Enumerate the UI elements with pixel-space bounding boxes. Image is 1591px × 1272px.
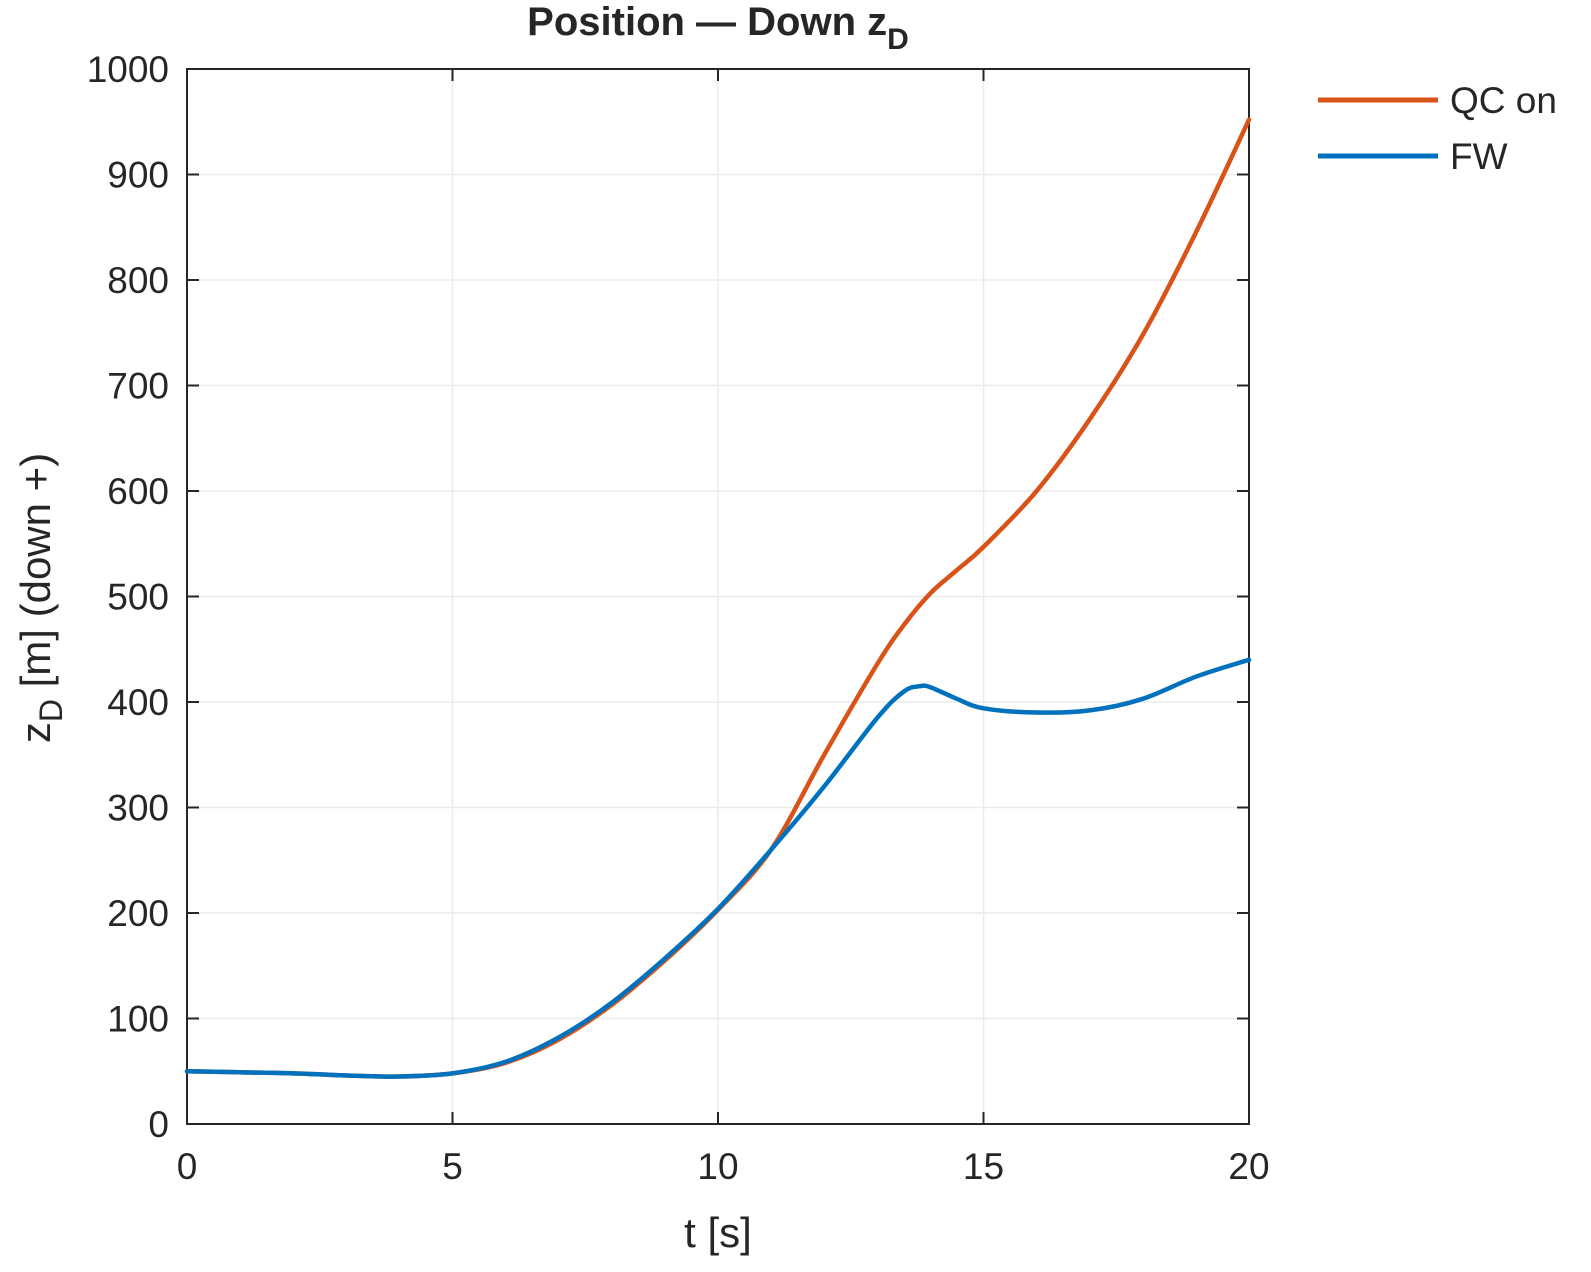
x-tick-label: 0 (177, 1146, 198, 1187)
y-tick-label: 400 (107, 682, 169, 723)
y-tick-label: 300 (107, 788, 169, 829)
grid (186, 68, 1250, 1125)
legend-label-qc-on: QC on (1450, 80, 1557, 121)
series-lines (184, 117, 1252, 1079)
y-tick-label: 500 (107, 577, 169, 618)
series-line-fw (184, 657, 1252, 1079)
legend-label-fw: FW (1450, 136, 1508, 177)
y-tick-label: 200 (107, 893, 169, 934)
y-tick-label: 0 (148, 1104, 169, 1145)
x-tick-label: 20 (1228, 1146, 1269, 1187)
y-tick-label: 600 (107, 471, 169, 512)
y-tick-label: 1000 (87, 49, 169, 90)
y-tick-label: 900 (107, 155, 169, 196)
y-tick-label: 700 (107, 366, 169, 407)
legend: QC on FW (1318, 80, 1557, 177)
y-axis-label: zD [m] (down +) (12, 453, 69, 743)
x-axis-label: t [s] (684, 1209, 752, 1256)
y-tick-label: 800 (107, 260, 169, 301)
chart-title: Position — Down zD (527, 0, 909, 56)
x-tick-label: 5 (442, 1146, 463, 1187)
x-tick-label: 15 (963, 1146, 1004, 1187)
x-tick-label: 10 (697, 1146, 738, 1187)
y-tick-label: 100 (107, 999, 169, 1040)
